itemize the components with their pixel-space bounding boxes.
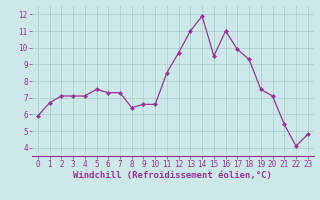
X-axis label: Windchill (Refroidissement éolien,°C): Windchill (Refroidissement éolien,°C) — [73, 171, 272, 180]
